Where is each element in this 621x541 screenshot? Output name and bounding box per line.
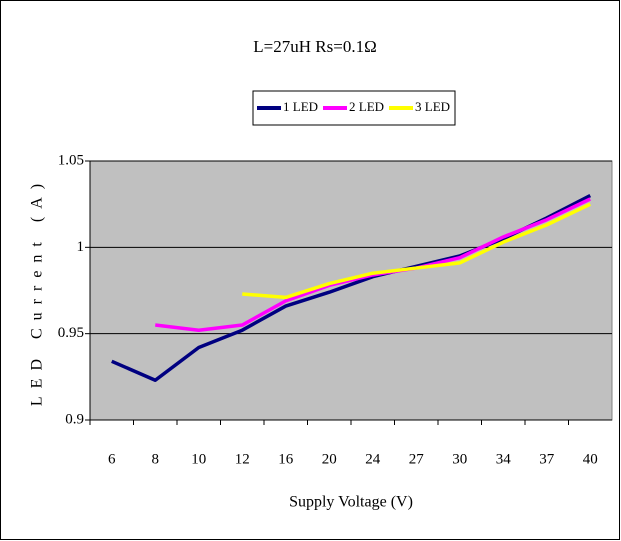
x-tick-label: 40 [583,451,598,467]
x-tick-label: 30 [452,451,467,467]
y-tick-label: 1 [77,239,85,255]
x-tick-label: 24 [365,451,381,467]
y-tick-label: 0.95 [58,325,84,341]
plot-area [89,160,613,421]
legend-label: 3 LED [415,99,450,114]
legend-box [252,90,456,126]
x-tick-label: 12 [235,451,250,467]
x-tick-label: 6 [108,451,116,467]
x-tick-label: 10 [191,451,206,467]
chart-title: L=27uH Rs=0.1Ω [253,37,376,56]
x-axis-label: Supply Voltage (V) [289,494,413,511]
y-tick-label: 0.9 [65,411,84,427]
x-tick-label: 34 [496,451,512,467]
series-line [242,202,592,300]
x-tick-label: 37 [539,451,555,467]
x-tick-label: 8 [152,451,160,467]
legend-label: 2 LED [349,99,384,114]
y-axis-label: LED Current (A) [29,176,46,406]
x-tick-label: 20 [322,451,337,467]
x-tick-label: 16 [278,451,294,467]
x-tick-label: 27 [409,451,425,467]
legend-label: 1 LED [283,99,318,114]
y-tick-label: 1.05 [58,152,84,168]
